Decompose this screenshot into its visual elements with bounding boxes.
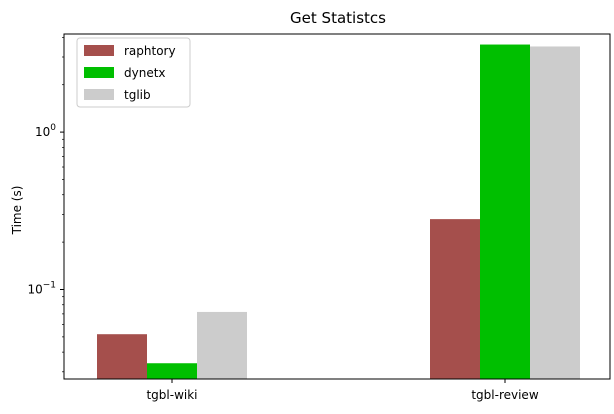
bar-raphtory-tgbl-review: [430, 219, 480, 379]
y-tick-label: 10−1: [27, 280, 56, 296]
x-ticks: tgbl-wiki tgbl-review: [146, 379, 539, 402]
bar-tglib-tgbl-wiki: [197, 311, 247, 379]
legend-swatch-dynetx: [84, 67, 114, 78]
chart-title: Get Statistcs: [290, 9, 386, 27]
plot-frame: [63, 33, 611, 380]
legend-swatch-tglib: [84, 89, 114, 100]
y-tick-label: 100: [35, 123, 56, 139]
x-tick-label: tgbl-review: [471, 388, 538, 402]
legend-swatch-raphtory: [84, 45, 114, 56]
bar-dynetx-tgbl-review: [480, 44, 530, 379]
y-ticks: 10−1 100: [27, 36, 64, 373]
x-tick-label: tgbl-wiki: [146, 388, 197, 402]
bars: [97, 44, 580, 380]
bar-tglib-tgbl-review: [530, 46, 580, 380]
legend: raphtory dynetx tglib: [76, 37, 191, 108]
legend-label-raphtory: raphtory: [124, 44, 176, 58]
legend-label-tglib: tglib: [124, 88, 151, 102]
bar-dynetx-tgbl-wiki: [147, 363, 197, 379]
legend-label-dynetx: dynetx: [124, 66, 166, 80]
y-axis-label: Time (s): [10, 186, 24, 236]
bar-raphtory-tgbl-wiki: [97, 334, 147, 379]
